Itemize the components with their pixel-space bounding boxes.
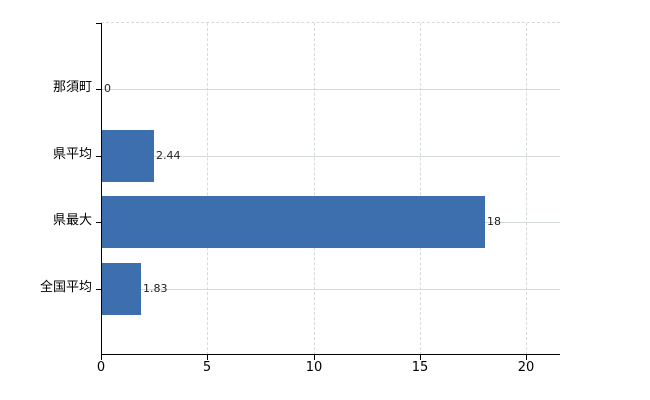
bar-県最大 bbox=[102, 196, 485, 248]
y-tick-mark bbox=[96, 89, 101, 90]
x-tick-label-10: 10 bbox=[305, 360, 323, 375]
x-tick-label-20: 20 bbox=[517, 360, 535, 375]
category-label-3: 県最大 bbox=[52, 213, 92, 228]
x-tick-mark bbox=[101, 354, 102, 360]
value-label: 0 bbox=[104, 82, 111, 95]
x-tick-mark bbox=[420, 354, 421, 360]
value-label: 1.83 bbox=[143, 282, 168, 295]
category-label-4: 全国平均 bbox=[39, 280, 92, 295]
bar-県平均 bbox=[102, 130, 154, 182]
gridline-vertical bbox=[526, 23, 527, 355]
x-axis-line bbox=[101, 354, 560, 355]
gridline-vertical bbox=[420, 23, 421, 355]
x-tick-mark bbox=[314, 354, 315, 360]
x-tick-label-0: 0 bbox=[96, 360, 106, 375]
plot-area: 0 2.44 18 1.83 bbox=[96, 22, 560, 360]
y-tick-mark bbox=[96, 289, 101, 290]
x-tick-label-15: 15 bbox=[411, 360, 429, 375]
gridline-vertical bbox=[314, 23, 315, 355]
category-label-2: 県平均 bbox=[52, 147, 92, 162]
y-axis-line bbox=[101, 23, 102, 355]
x-tick-mark bbox=[207, 354, 208, 360]
y-tick-mark bbox=[96, 156, 101, 157]
value-label: 18 bbox=[487, 215, 501, 228]
gridline-vertical bbox=[207, 23, 208, 355]
y-tick-mark bbox=[96, 222, 101, 223]
value-label: 2.44 bbox=[156, 149, 181, 162]
x-tick-mark bbox=[526, 354, 527, 360]
gridline-horizontal bbox=[101, 156, 560, 157]
bar-全国平均 bbox=[102, 263, 141, 315]
category-label-1: 那須町 bbox=[52, 80, 92, 95]
y-tick-mark bbox=[96, 23, 101, 24]
gridline-horizontal bbox=[101, 89, 560, 90]
x-tick-label-5: 5 bbox=[202, 360, 212, 375]
gridline-horizontal bbox=[101, 289, 560, 290]
